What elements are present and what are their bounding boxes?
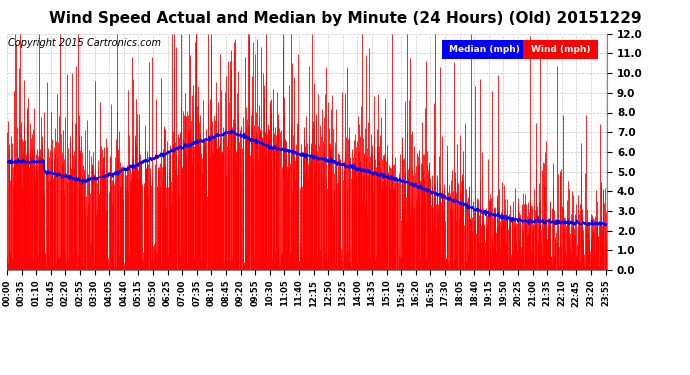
- Text: Copyright 2015 Cartronics.com: Copyright 2015 Cartronics.com: [8, 39, 161, 48]
- Text: Wind (mph): Wind (mph): [531, 45, 591, 54]
- FancyBboxPatch shape: [442, 40, 526, 58]
- FancyBboxPatch shape: [523, 40, 598, 58]
- Text: Median (mph): Median (mph): [448, 45, 520, 54]
- Text: Wind Speed Actual and Median by Minute (24 Hours) (Old) 20151229: Wind Speed Actual and Median by Minute (…: [49, 11, 641, 26]
